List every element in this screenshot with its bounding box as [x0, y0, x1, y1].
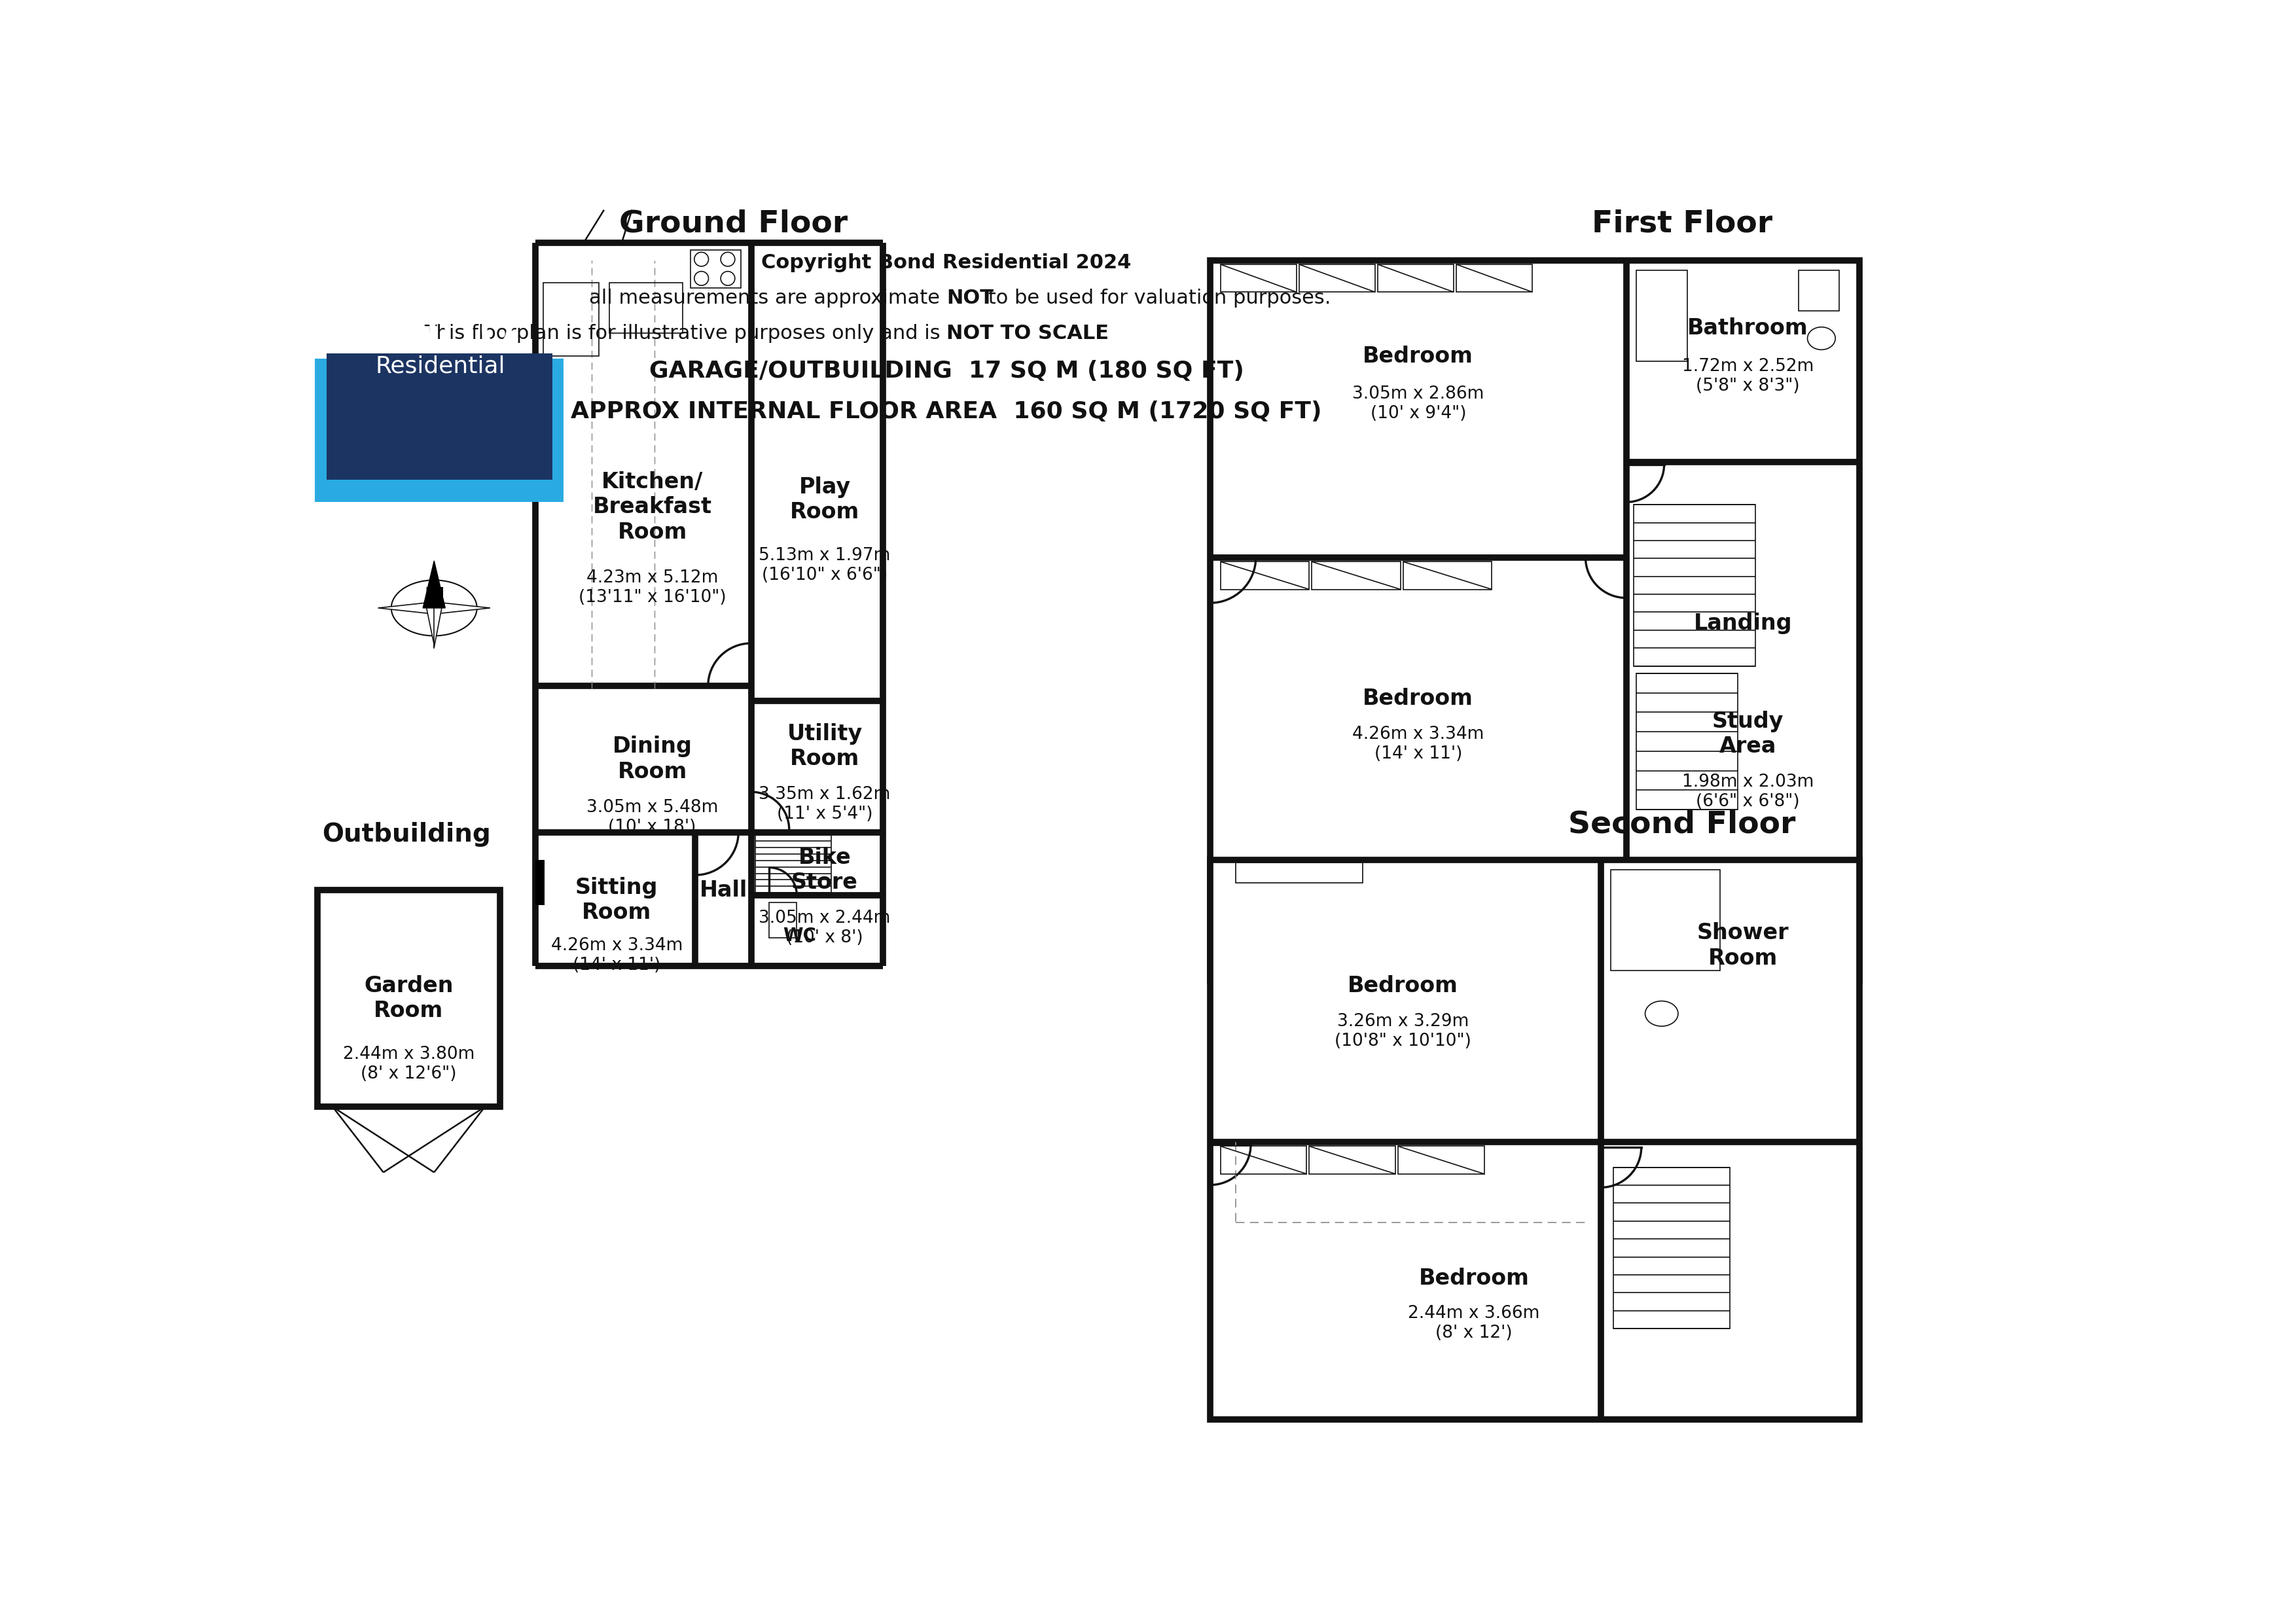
Bar — [1403, 562, 1492, 589]
Bar — [1219, 265, 1297, 292]
Text: NOT TO SCALE: NOT TO SCALE — [946, 325, 1109, 342]
Text: N: N — [422, 586, 445, 612]
Text: Second Floor: Second Floor — [1568, 810, 1795, 839]
Bar — [535, 860, 544, 906]
Ellipse shape — [1646, 1001, 1678, 1026]
Bar — [1210, 260, 1860, 980]
Bar — [326, 354, 553, 479]
Polygon shape — [434, 602, 489, 613]
Bar — [1300, 265, 1375, 292]
Bar — [1635, 505, 1756, 665]
Text: Bedroom: Bedroom — [1364, 346, 1474, 367]
Text: Bike
Store: Bike Store — [792, 847, 859, 893]
Polygon shape — [427, 609, 441, 648]
Text: Study
Area: Study Area — [1713, 711, 1784, 758]
Polygon shape — [422, 562, 445, 609]
Text: Shower
Room: Shower Room — [1697, 922, 1789, 969]
Text: Dining
Room: Dining Room — [613, 735, 691, 782]
Bar — [544, 282, 599, 355]
Text: Bedroom: Bedroom — [1364, 688, 1474, 709]
Text: to be used for valuation purposes.: to be used for valuation purposes. — [983, 289, 1332, 307]
Bar — [317, 889, 501, 1107]
Text: NOT: NOT — [946, 289, 994, 307]
Text: 4.26m x 3.34m
(14' x 11'): 4.26m x 3.34m (14' x 11') — [551, 938, 682, 974]
Text: 3.35m x 1.62m
(11' x 5'4"): 3.35m x 1.62m (11' x 5'4") — [758, 786, 891, 823]
Text: Play
Room: Play Room — [790, 476, 859, 523]
Text: Garden
Room: Garden Room — [365, 975, 452, 1022]
Text: Utility
Room: Utility Room — [788, 724, 863, 769]
Bar — [1614, 1167, 1731, 1329]
Bar — [1798, 271, 1839, 310]
Text: Ground Floor: Ground Floor — [620, 209, 847, 239]
Text: 4.26m x 3.34m
(14' x 11'): 4.26m x 3.34m (14' x 11') — [1352, 725, 1483, 763]
Bar — [1456, 265, 1531, 292]
Text: 3.05m x 2.44m
(10' x 8'): 3.05m x 2.44m (10' x 8') — [758, 909, 891, 946]
Text: Copyright Bond Residential 2024: Copyright Bond Residential 2024 — [762, 253, 1132, 273]
Bar — [1612, 870, 1720, 971]
Text: This floorplan is for illustrative purposes only and is: This floorplan is for illustrative purpo… — [425, 325, 946, 342]
Text: WC: WC — [783, 927, 815, 945]
Bar — [1398, 1146, 1483, 1173]
Bar — [1219, 1146, 1306, 1173]
Bar — [1311, 562, 1401, 589]
Ellipse shape — [390, 579, 478, 636]
Bar — [691, 250, 742, 287]
Text: 3.05m x 2.86m
(10' x 9'4"): 3.05m x 2.86m (10' x 9'4") — [1352, 386, 1483, 422]
Text: 3.05m x 5.48m
(10' x 18'): 3.05m x 5.48m (10' x 18') — [585, 799, 719, 836]
Text: 5.13m x 1.97m
(16'10" x 6'6"): 5.13m x 1.97m (16'10" x 6'6") — [758, 547, 891, 583]
Text: Residential: Residential — [374, 355, 505, 377]
Text: 1.72m x 2.52m
(5'8" x 8'3"): 1.72m x 2.52m (5'8" x 8'3") — [1683, 357, 1814, 394]
Text: 3.26m x 3.29m
(10'8" x 10'10"): 3.26m x 3.29m (10'8" x 10'10") — [1334, 1013, 1472, 1050]
Bar — [755, 834, 831, 893]
Text: Hall: Hall — [700, 880, 746, 901]
Text: Sitting
Room: Sitting Room — [576, 876, 659, 923]
Bar — [1637, 674, 1738, 810]
Text: Bathroom: Bathroom — [1688, 318, 1809, 339]
Bar — [608, 282, 682, 333]
Text: Outbuilding: Outbuilding — [321, 823, 491, 847]
Bar — [1235, 862, 1362, 883]
Text: 2.44m x 3.66m
(8' x 12'): 2.44m x 3.66m (8' x 12') — [1407, 1305, 1541, 1342]
Text: Kitchen/
Breakfast
Room: Kitchen/ Breakfast Room — [592, 471, 712, 544]
Bar — [769, 902, 797, 938]
Text: Bedroom: Bedroom — [1419, 1268, 1529, 1289]
Bar — [1219, 562, 1309, 589]
Text: 4.23m x 5.12m
(13'11" x 16'10"): 4.23m x 5.12m (13'11" x 16'10") — [579, 570, 726, 605]
Text: Landing: Landing — [1694, 612, 1793, 635]
Text: APPROX INTERNAL FLOOR AREA  160 SQ M (1720 SQ FT): APPROX INTERNAL FLOOR AREA 160 SQ M (172… — [572, 401, 1322, 422]
Ellipse shape — [1807, 328, 1835, 349]
Bar — [1210, 860, 1860, 1419]
Bar — [315, 359, 563, 502]
Text: Bedroom: Bedroom — [1348, 975, 1458, 997]
Text: all measurements are approximate: all measurements are approximate — [590, 289, 946, 307]
Bar — [1378, 265, 1453, 292]
Bar — [1637, 271, 1688, 360]
Polygon shape — [379, 602, 434, 613]
Text: bond: bond — [363, 299, 519, 359]
Text: 1.98m x 2.03m
(6'6" x 6'8"): 1.98m x 2.03m (6'6" x 6'8") — [1683, 774, 1814, 810]
Text: 2.44m x 3.80m
(8' x 12'6"): 2.44m x 3.80m (8' x 12'6") — [342, 1045, 475, 1083]
Text: GARAGE/OUTBUILDING  17 SQ M (180 SQ FT): GARAGE/OUTBUILDING 17 SQ M (180 SQ FT) — [650, 360, 1244, 383]
Bar — [1309, 1146, 1396, 1173]
Text: First Floor: First Floor — [1591, 209, 1773, 239]
